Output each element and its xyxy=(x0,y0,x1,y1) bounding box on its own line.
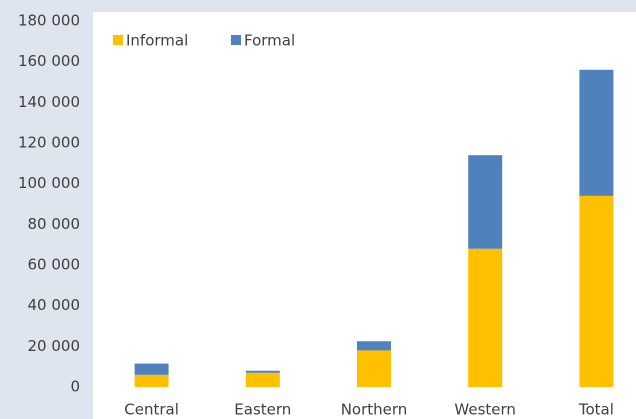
bar-segment xyxy=(579,69,614,196)
y-tick-label: 160 000 xyxy=(18,52,80,70)
x-tick-label: Eastern xyxy=(234,401,291,419)
bar-segment xyxy=(134,363,169,375)
y-tick-label: 180 000 xyxy=(18,12,80,30)
y-tick-label: 120 000 xyxy=(18,134,80,152)
y-tick-label: 40 000 xyxy=(28,296,81,314)
bar-segment xyxy=(468,155,503,249)
bar-segment xyxy=(245,370,280,373)
y-tick-label: 0 xyxy=(70,378,80,396)
x-tick-label: Central xyxy=(124,401,179,419)
x-tick-label: Total xyxy=(578,401,614,419)
bar-segment xyxy=(357,341,391,351)
legend-swatch xyxy=(231,35,241,45)
bar-segment xyxy=(357,350,391,387)
y-tick-label: 80 000 xyxy=(28,215,81,233)
bar-segment xyxy=(245,372,280,387)
x-tick-label: Western xyxy=(454,401,516,419)
y-tick-label: 140 000 xyxy=(18,93,80,111)
bar-segment xyxy=(579,195,614,387)
bar-segment xyxy=(134,374,169,387)
x-tick-label: Northern xyxy=(341,401,408,419)
y-tick-label: 100 000 xyxy=(18,174,80,192)
bar-segment xyxy=(468,248,503,387)
y-tick-label: 60 000 xyxy=(28,256,81,274)
legend-swatch xyxy=(113,35,123,45)
legend-label: Formal xyxy=(244,32,295,50)
y-tick-label: 20 000 xyxy=(28,337,81,355)
legend-label: Informal xyxy=(126,32,188,50)
